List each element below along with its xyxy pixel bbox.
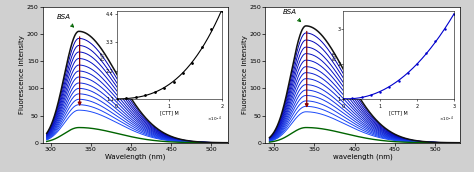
X-axis label: wavelength (nm): wavelength (nm) [333,153,392,160]
Y-axis label: Fluorescence intensity: Fluorescence intensity [242,35,248,114]
Text: BSA: BSA [283,9,301,22]
X-axis label: Wavelength (nm): Wavelength (nm) [105,153,165,160]
Text: BSA: BSA [56,14,73,27]
Y-axis label: Fluorescence intensity: Fluorescence intensity [19,35,25,114]
